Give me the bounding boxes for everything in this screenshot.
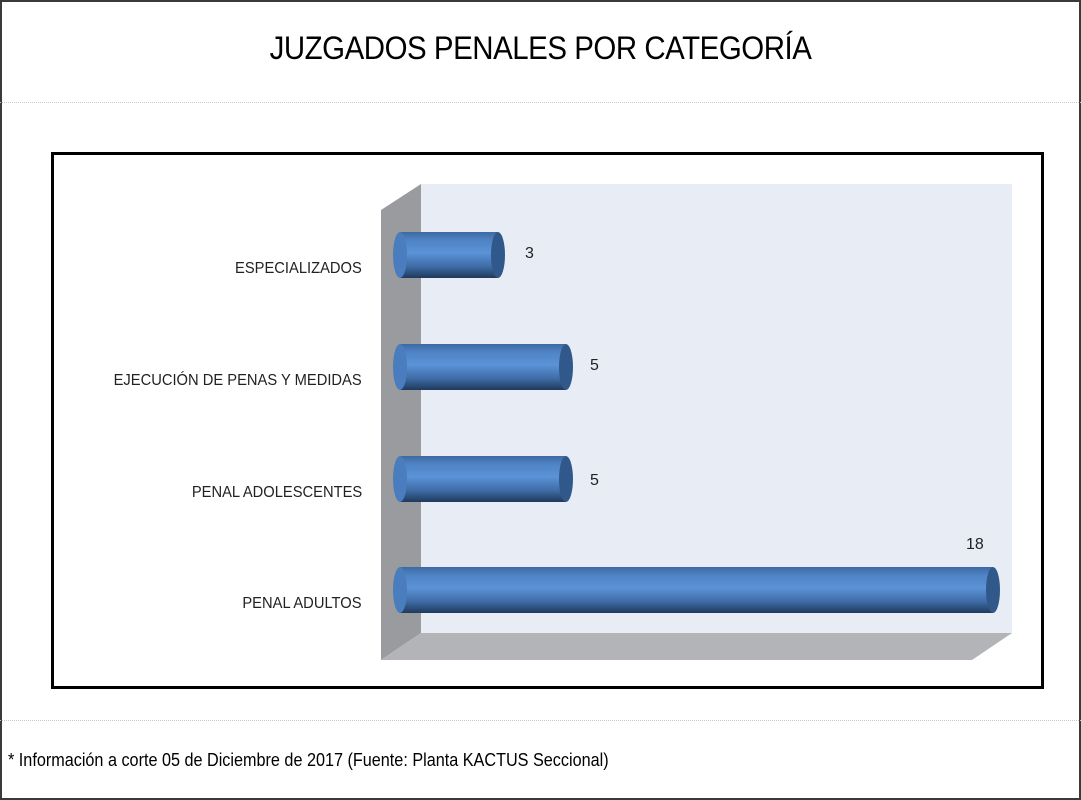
source-footnote: * Información a corte 05 de Diciembre de…	[8, 750, 609, 770]
value-label: 5	[590, 357, 599, 374]
chart-title: JUZGADOS PENALES POR CATEGORÍA	[269, 30, 812, 66]
title-separator	[0, 102, 1081, 103]
chart-container	[51, 152, 1044, 689]
category-label: ESPECIALIZADOS	[235, 260, 362, 277]
category-label: PENAL ADOLESCENTES	[191, 484, 362, 501]
value-label: 5	[590, 472, 599, 489]
category-label: EJECUCIÓN DE PENAS Y MEDIDAS	[113, 372, 362, 389]
value-label: 18	[966, 536, 984, 553]
footer-separator	[0, 720, 1081, 721]
category-label: PENAL ADULTOS	[242, 595, 362, 612]
value-label: 3	[525, 245, 534, 262]
